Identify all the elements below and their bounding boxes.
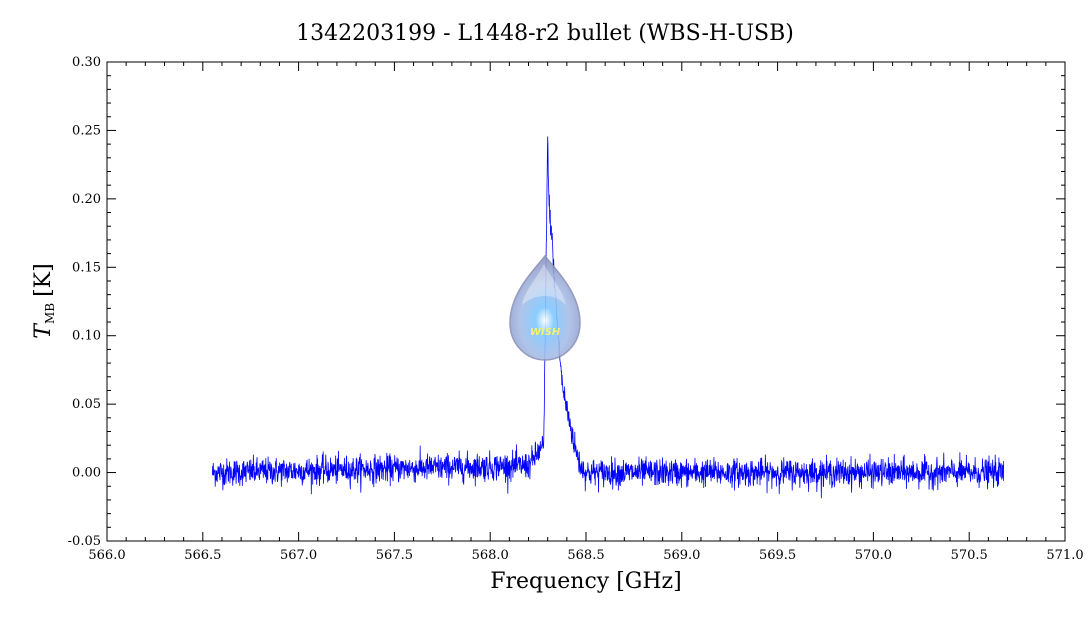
axis-ticks <box>106 61 1066 542</box>
y-tick-label: 0.15 <box>72 260 101 275</box>
y-tick-label: 0.25 <box>72 123 101 138</box>
x-tick-label: 570.0 <box>855 548 892 563</box>
y-tick-label: 0.20 <box>72 192 101 207</box>
chart-title: 1342203199 - L1448-r2 bullet (WBS-H-USB) <box>296 21 794 46</box>
x-tick-label: 567.5 <box>376 548 413 563</box>
x-tick-label: 569.0 <box>663 548 700 563</box>
x-tick-label: 567.0 <box>280 548 317 563</box>
y-axis-label-main: T <box>31 322 56 339</box>
y-tick-label: 0.30 <box>72 55 101 70</box>
x-tick-label: 571.0 <box>1046 548 1083 563</box>
x-tick-label: 568.5 <box>567 548 604 563</box>
y-tick-label: 0.05 <box>72 397 101 412</box>
drop-shape <box>509 254 581 361</box>
x-tick-label: 566.5 <box>184 548 221 563</box>
y-tick-label: 0.10 <box>72 329 101 344</box>
drop-highlight <box>522 264 566 305</box>
y-axis-label: TMB [K] <box>31 263 57 338</box>
y-tick-label: -0.05 <box>68 534 101 549</box>
y-axis-label-unit: [K] <box>31 263 56 297</box>
x-axis-label: Frequency [GHz] <box>490 569 682 594</box>
x-tick-labels: 566.0 566.5 567.0 567.5 568.0 568.5 569.0 569.5… <box>88 548 1083 563</box>
series-spectrum <box>211 136 1005 499</box>
y-tick-label: 0.00 <box>72 466 101 481</box>
y-axis-label-sub: MB <box>43 303 57 324</box>
x-tick-label: 569.5 <box>759 548 796 563</box>
x-tick-label: 566.0 <box>88 548 125 563</box>
wish-logo: WISH <box>509 254 581 361</box>
x-tick-label: 568.0 <box>472 548 509 563</box>
svg-text:TMB[K]: TMB [K] <box>31 263 57 338</box>
y-tick-labels: -0.05 0.00 0.05 0.10 0.15 0.20 0.25 0.30 <box>68 55 101 549</box>
x-tick-label: 570.5 <box>951 548 988 563</box>
spectrum-line <box>211 136 1005 499</box>
logo-text: WISH <box>530 327 561 338</box>
